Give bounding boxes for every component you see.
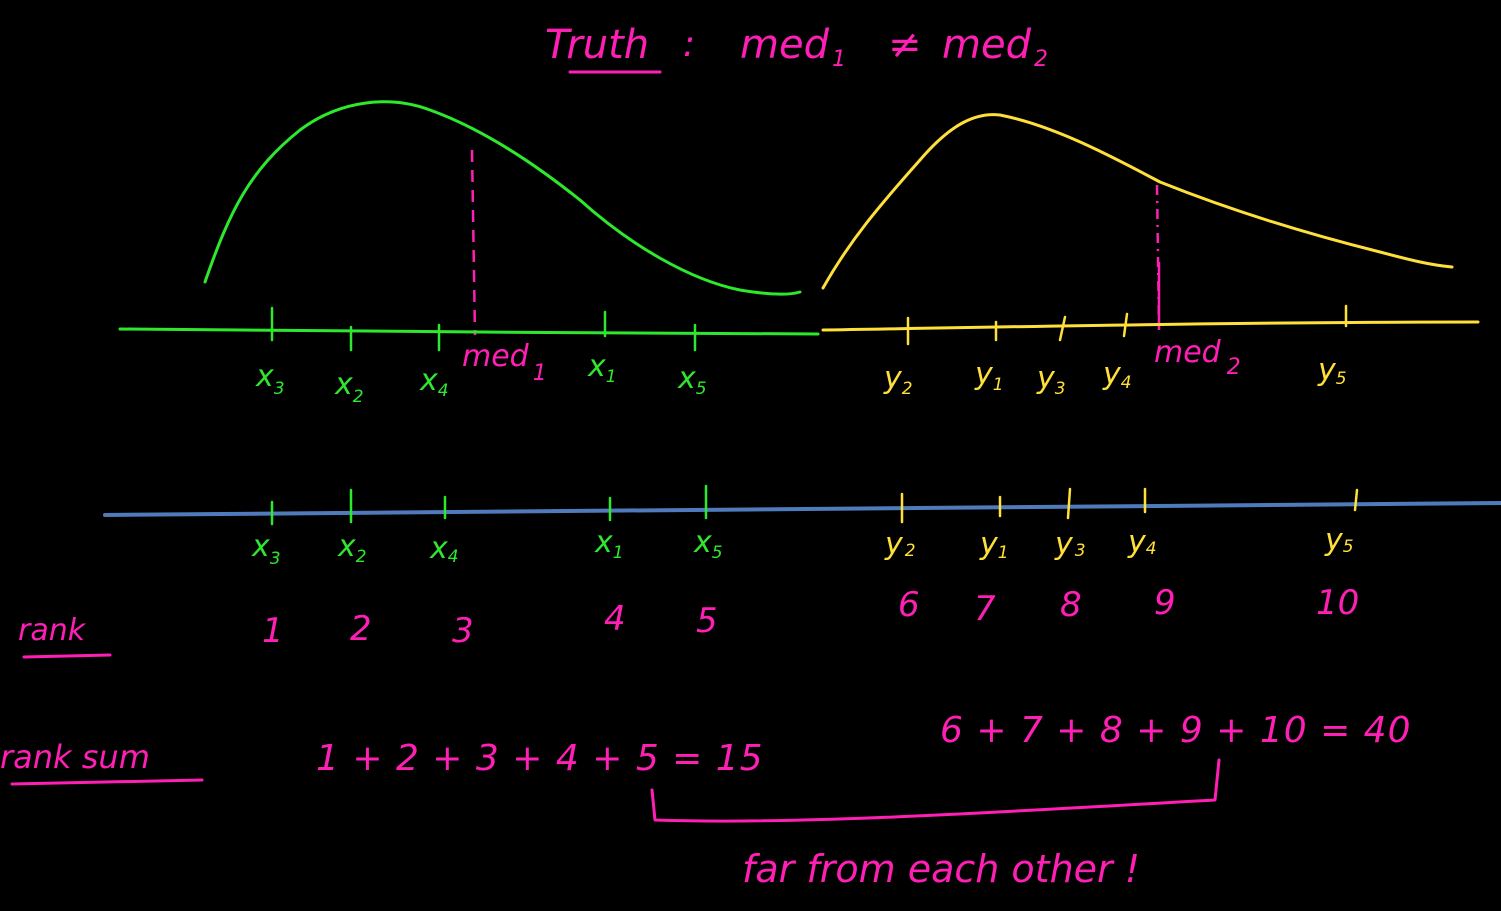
rank-value-8: 8 [1060,585,1082,625]
rank-value-7: 7 [974,589,996,629]
top-label-x1: x1 [587,349,617,387]
bottom-label-y5: y5 [1324,523,1354,558]
group2-density-curve [821,113,1454,290]
bottom-label-y4: y4 [1127,525,1157,560]
bottom-x-labels: x3 x2 x4 x1 x5 [251,525,723,569]
rank-value-3: 3 [452,611,474,651]
top-label-y3: y3 [1036,361,1066,399]
rank-values: 1 2 3 4 5 6 7 8 9 10 [262,583,1359,651]
rank-value-1: 1 [262,611,284,651]
group1-density-curve [203,100,802,296]
title-colon: : [683,24,695,65]
rank-sum-label: rank sum [0,738,150,776]
title-med2-sub: 2 [1034,47,1048,72]
bottom-label-x2: x2 [337,529,367,567]
title: Truth : med 1 ≠ med 2 [545,22,1048,74]
top-x-labels: x3 x2 x4 x1 x5 [255,349,707,407]
top-label-x4: x4 [419,363,449,401]
bottom-label-x5: x5 [693,525,723,563]
top-label-x3: x3 [255,359,285,399]
comparison-bracket [650,758,1221,823]
top-y-labels: y2 y1 y3 y4 y5 [883,353,1347,399]
group1-top-axis [118,327,820,336]
rank-sum-group1: 1 + 2 + 3 + 4 + 5 = 15 [316,738,764,779]
title-truth: Truth [545,22,649,68]
top-label-y5: y5 [1317,353,1347,389]
title-med2: med [942,22,1032,68]
rank-label: rank [18,613,87,648]
top-label-med2: med 2 [1154,335,1241,380]
rank-label-underline [22,653,112,659]
combined-axis [103,501,1501,517]
bottom-label-x3: x3 [251,529,281,569]
title-not-equal: ≠ [888,22,922,68]
top-label-med1: med 1 [462,339,547,386]
med1-dashed-line [470,149,477,336]
rank-value-2: 2 [350,609,372,649]
rank-value-10: 10 [1316,583,1359,623]
bottom-label-x4: x4 [429,531,459,567]
bottom-label-y1: y1 [979,527,1009,563]
title-med1-sub: 1 [832,47,846,72]
top-label-x2: x2 [334,367,364,407]
group2-top-axis [821,320,1480,332]
rank-value-5: 5 [696,601,718,641]
rank-value-4: 4 [604,599,626,639]
bottom-label-x1: x1 [594,525,624,563]
top-axis-ticks [270,304,1348,352]
top-label-y4: y4 [1102,357,1132,393]
top-label-x5: x5 [677,361,707,399]
top-label-y2: y2 [883,361,913,399]
rank-value-9: 9 [1154,583,1176,623]
far-from-each-other-note: far from each other ! [742,847,1140,891]
title-med1: med [740,22,830,68]
combined-axis-ticks [270,484,1359,526]
rank-value-6: 6 [898,585,920,625]
rank-sum-label-underline [10,778,204,786]
rank-sum-group2: 6 + 7 + 8 + 9 + 10 = 40 [940,710,1412,751]
top-label-y1: y1 [974,357,1004,395]
